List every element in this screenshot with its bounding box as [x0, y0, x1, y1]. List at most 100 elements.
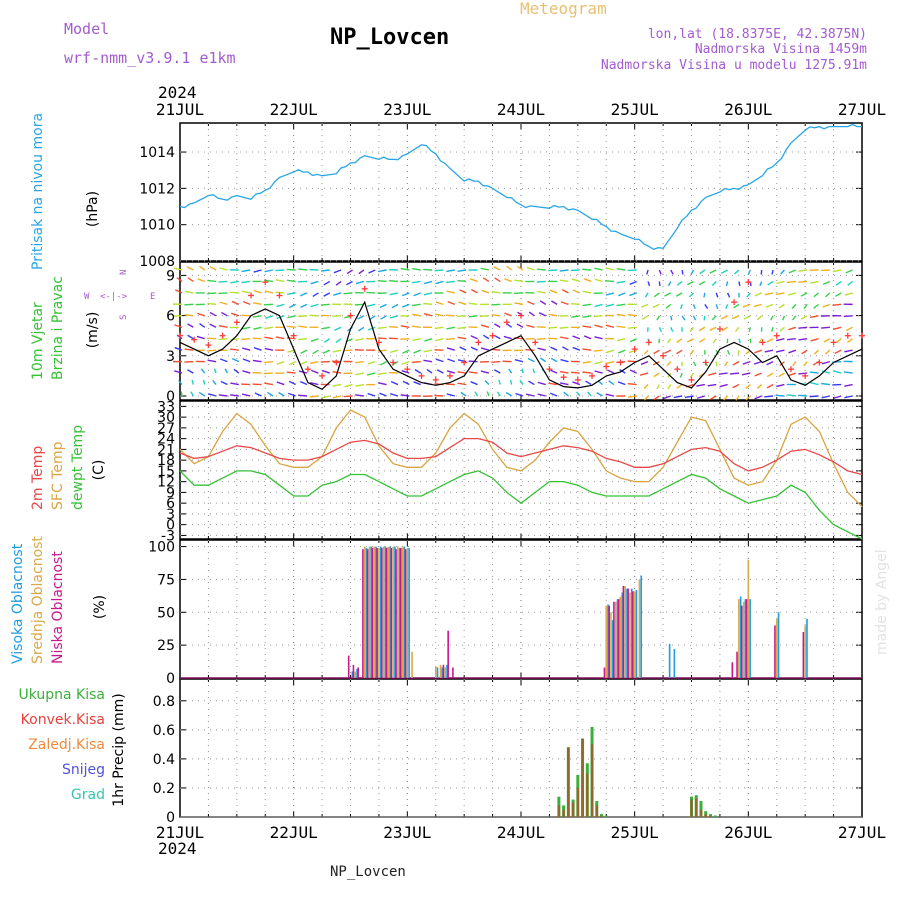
wind-arrow: [346, 269, 353, 275]
wind-arrow: [616, 313, 626, 317]
low-cloud-bar: [627, 588, 629, 678]
wind-arrow: [709, 395, 717, 400]
wind-arrow: [300, 303, 308, 309]
wind-arrow: [640, 360, 649, 366]
station-title: NP_Lovcen: [330, 25, 449, 50]
low-cloud-bar: [395, 549, 397, 678]
wind-arrow: [559, 326, 569, 329]
wind-arrow: [276, 381, 285, 386]
low-cloud-bar: [376, 547, 378, 678]
wind-arrow: [458, 301, 467, 306]
wind-arrow: [230, 394, 239, 397]
wind-arrow: [570, 302, 580, 306]
wind-arrow: [411, 280, 421, 284]
wind-arrow: [576, 391, 581, 397]
wind-arrow: [241, 393, 251, 397]
wind-arrow: [470, 278, 478, 283]
wind-arrow: [594, 324, 603, 328]
wind-arrow: [801, 349, 808, 355]
bottom-day-label: 24JUL: [497, 823, 545, 842]
wind-unit: (m/s): [85, 312, 101, 349]
wind-arrow: [400, 267, 410, 271]
wind-arrow: [460, 391, 467, 397]
wind-arrow: [758, 338, 763, 344]
wind-arrow: [629, 338, 637, 343]
frame-precip: [179, 678, 863, 818]
wind-arrow: [323, 338, 331, 343]
wind-arrow: [504, 312, 512, 317]
y-tick-label: 3: [166, 507, 175, 523]
wind-arrow: [224, 368, 229, 374]
wind-arrow: [288, 303, 296, 309]
wind-arrow: [810, 315, 819, 319]
frame-pressure: [179, 122, 863, 262]
wind-arrow: [424, 338, 433, 342]
mid-cloud-bar: [629, 592, 631, 678]
wind-arrow: [745, 384, 751, 389]
low-cloud-bar: [347, 655, 350, 678]
wind-arrow: [174, 346, 183, 351]
wind-arrow: [550, 346, 558, 351]
conv-precip-bar: [690, 799, 693, 817]
wind-arrow: [200, 368, 206, 374]
mid-cloud-bar: [411, 651, 413, 678]
wind-arrow: [791, 303, 797, 309]
high-cloud-bar: [616, 599, 619, 678]
wind-arrow: [480, 324, 490, 328]
y-tick-label: 1010: [139, 218, 175, 234]
wind-arrow: [560, 358, 569, 363]
mid-cloud-bar: [373, 546, 375, 678]
y-tick-label: 9: [166, 485, 175, 501]
wind-arrow: [647, 281, 651, 287]
wind-arrow: [679, 372, 683, 378]
wind-arrow: [596, 391, 603, 397]
high-cloud-bar: [611, 620, 614, 678]
wind-arrow: [378, 382, 387, 386]
wind-arrow: [389, 315, 399, 319]
wind-arrow: [435, 358, 444, 363]
y-tick-label: 0.4: [153, 752, 175, 768]
wind-arrow: [506, 322, 513, 328]
wind-arrow: [369, 315, 376, 321]
mid-cloud-bar: [406, 547, 409, 678]
wind-arrow: [435, 301, 444, 306]
wind-arrow: [570, 371, 580, 374]
wind-arrow: [779, 361, 785, 367]
wind-arrow: [241, 280, 251, 284]
wind-arrow: [377, 326, 387, 329]
y-tick-label: 3: [166, 349, 175, 365]
wind-arrow: [241, 338, 251, 341]
wind-arrow: [559, 269, 569, 272]
wind-arrow: [550, 300, 558, 305]
high-cloud-bar: [630, 588, 633, 678]
wind-arrow: [276, 303, 285, 308]
wind-arrow: [800, 315, 808, 320]
temp-unit: (C): [91, 460, 107, 481]
conv-precip-bar: [571, 802, 575, 817]
wind-arrow: [278, 391, 285, 397]
wind-arrow: [470, 381, 478, 386]
wind-arrow: [733, 303, 740, 309]
wind-arrow: [470, 346, 478, 351]
wind-arrow: [627, 313, 637, 317]
wind-arrow: [481, 289, 490, 294]
bottom-day-label: 25JUL: [611, 823, 659, 842]
wind-arrow: [619, 369, 626, 374]
wind-arrow: [468, 302, 478, 306]
mid-cloud-bar: [610, 612, 612, 678]
low-cloud-bar: [362, 549, 364, 678]
wind-arrow: [696, 383, 705, 387]
wind-arrow: [434, 313, 444, 317]
wind-arrow: [412, 338, 421, 342]
wind-arrow: [378, 269, 387, 273]
wind-arrow: [833, 326, 842, 330]
wind-arrow: [286, 371, 296, 374]
wind-arrow: [559, 370, 569, 374]
wind-arrow: [411, 325, 421, 328]
wind-arrow: [532, 368, 536, 374]
wind-arrow: [832, 269, 842, 273]
wind-arrow: [253, 326, 262, 330]
wind-arrow: [252, 359, 262, 363]
wind-arrow: [525, 348, 535, 351]
wind-arrow: [703, 292, 706, 298]
